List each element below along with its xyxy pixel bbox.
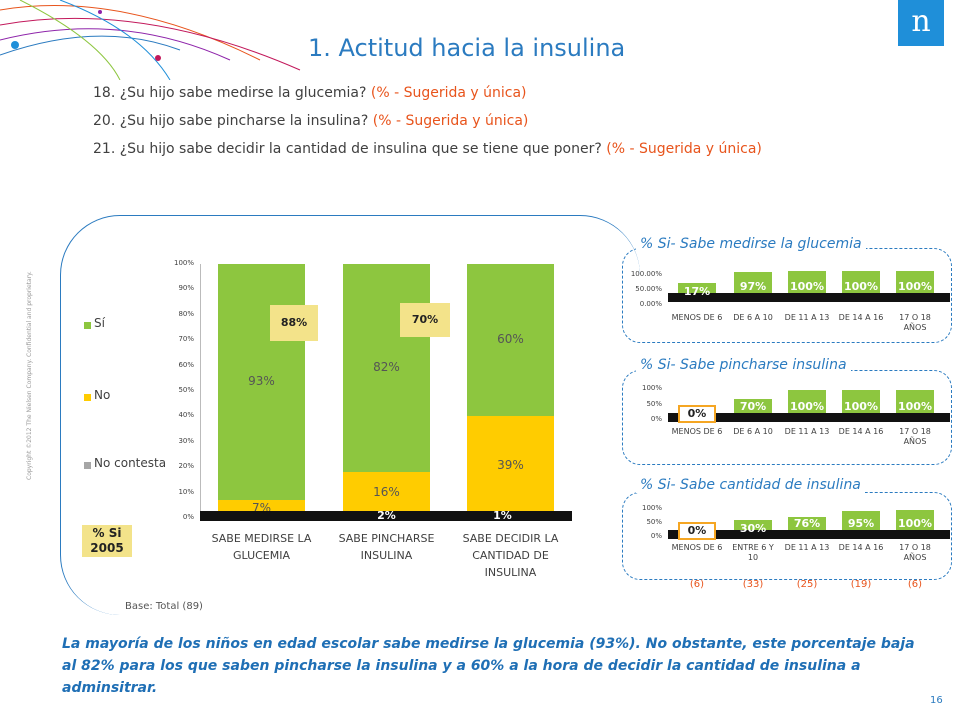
page-number: 16: [930, 695, 943, 706]
badge-2005: % Si 2005: [82, 525, 132, 557]
legend-label-no: No: [94, 388, 111, 402]
question-21: 21. ¿Su hijo sabe decidir la cantidad de…: [93, 141, 762, 157]
badge-2005-line1: % Si: [92, 526, 122, 540]
sample-size-label: (6): [907, 579, 923, 590]
conclusion-text: La mayoría de los niños en edad escolar …: [62, 636, 915, 696]
main-chart-frame: [60, 215, 640, 615]
sample-size-label: (25): [796, 579, 818, 590]
decorative-arcs: [0, 0, 301, 80]
base-note: Base: Total (89): [122, 601, 206, 612]
panel-frame-cantidad: [622, 492, 952, 580]
legend-swatch-no: [84, 394, 91, 401]
legend-label-no-contesta: No contesta: [94, 456, 167, 470]
copyright-note: Copyright ©2012 The Nielsen Company. Con…: [26, 271, 33, 480]
panel-title-pincharse: % Si- Sabe pincharse insulina: [636, 357, 851, 373]
panel-frame-glucemia: [622, 248, 952, 343]
question-18: 18. ¿Su hijo sabe medirse la glucemia? (…: [93, 85, 527, 101]
question-20: 20. ¿Su hijo sabe pincharse la insulina?…: [93, 113, 529, 129]
panel-frame-pincharse: [622, 370, 952, 465]
sample-size-label: (6): [689, 579, 705, 590]
nielsen-logo: n: [898, 0, 944, 46]
badge-2005-line2: 2005: [90, 541, 124, 555]
legend-swatch-si: [84, 322, 91, 329]
page-title: 1. Actitud hacia la insulina: [308, 34, 626, 62]
panel-title-cantidad: % Si- Sabe cantidad de insulina: [636, 477, 865, 493]
legend-label-si: Sí: [94, 316, 105, 330]
panel-title-glucemia: % Si- Sabe medirse la glucemia: [636, 236, 866, 252]
sample-size-label: (33): [742, 579, 764, 590]
sample-size-label: (19): [850, 579, 872, 590]
legend-swatch-no-contesta: [84, 462, 91, 469]
